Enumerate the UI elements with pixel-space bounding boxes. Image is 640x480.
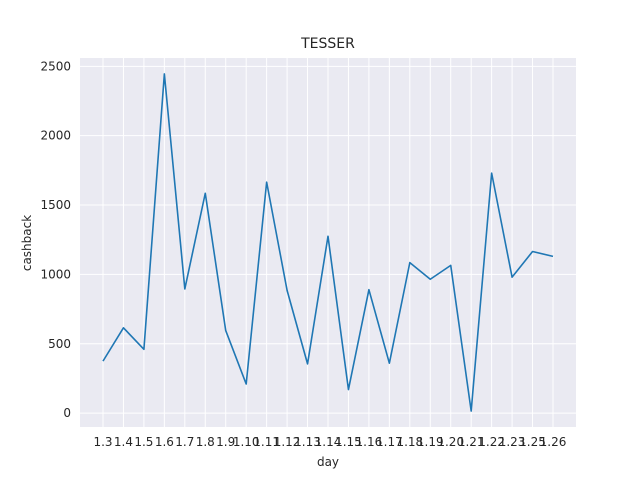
x-tick-label: 1.12 [274,435,301,449]
x-tick-label: 1.9 [216,435,235,449]
y-tick-label: 2000 [40,129,71,143]
x-tick-label: 1.4 [114,435,133,449]
x-tick-label: 1.5 [134,435,153,449]
x-tick-label: 1.7 [175,435,194,449]
y-axis-ticks: 0 500 1000 1500 2000 2500 [40,59,71,420]
x-tick-label: 1.21 [458,435,485,449]
chart-title: TESSER [300,36,355,52]
x-tick-label: 1.11 [253,435,280,449]
x-tick-label: 1.26 [540,435,567,449]
x-tick-label: 1.23 [499,435,526,449]
x-axis-ticks: 1.3 1.4 1.5 1.6 1.7 1.8 1.91.101.111.121.131.1… [93,435,566,449]
x-tick-label: 1.15 [335,435,362,449]
x-tick-label: 1.14 [315,435,342,449]
x-tick-label: 1.10 [233,435,260,449]
y-tick-label: 0 [63,406,71,420]
x-tick-label: 1.6 [155,435,174,449]
y-tick-label: 500 [48,337,71,351]
x-tick-label: 1.22 [478,435,505,449]
y-tick-label: 1500 [40,198,71,212]
series-line [102,73,554,412]
y-tick-label: 2500 [40,59,71,73]
x-tick-label: 1.17 [376,435,403,449]
x-tick-label: 1.16 [356,435,383,449]
x-tick-label: 1.3 [93,435,112,449]
y-axis-label: cashback [20,215,34,271]
grid-lines [80,58,576,427]
x-tick-label: 1.25 [519,435,546,449]
x-tick-label: 1.20 [437,435,464,449]
y-tick-label: 1000 [40,267,71,281]
x-tick-label: 1.18 [396,435,423,449]
x-tick-label: 1.8 [196,435,215,449]
x-tick-label: 1.13 [294,435,321,449]
x-axis-label: day [317,455,339,469]
x-tick-label: 1.19 [417,435,444,449]
